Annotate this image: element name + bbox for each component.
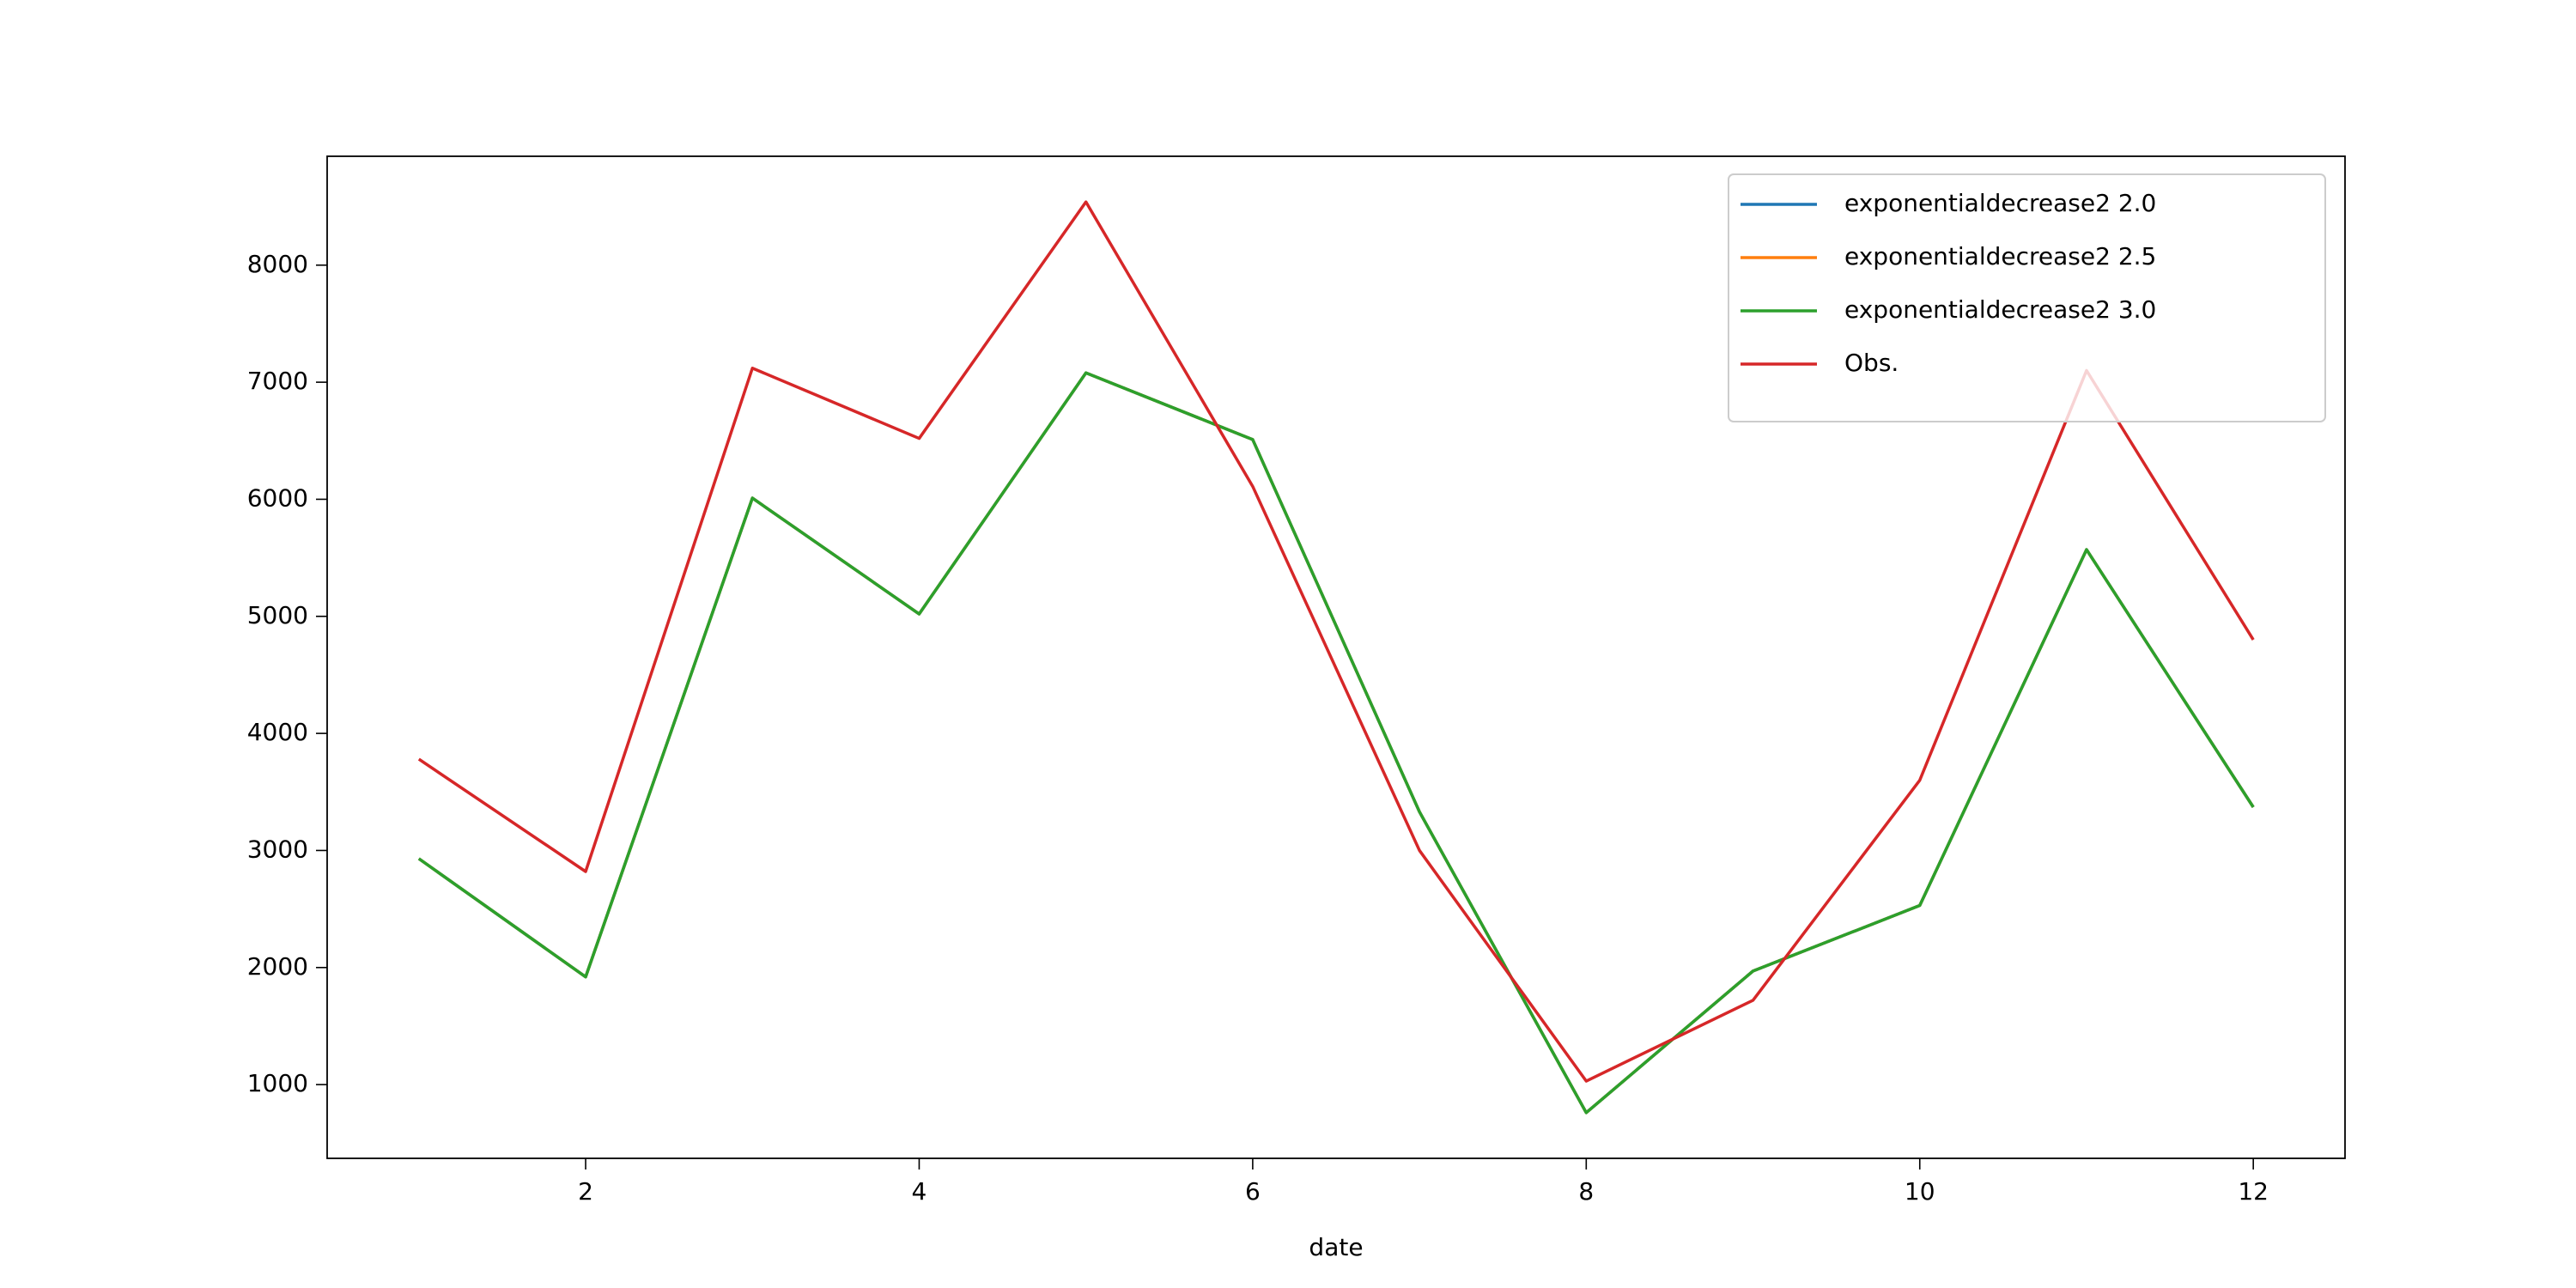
legend-label: exponentialdecrease2 3.0 (1844, 295, 2156, 324)
y-tick-label: 4000 (247, 718, 308, 746)
y-tick-label: 1000 (247, 1069, 308, 1097)
legend-label: exponentialdecrease2 2.5 (1844, 242, 2156, 270)
x-tick-label: 12 (2238, 1177, 2269, 1206)
legend-label: Obs. (1844, 349, 1899, 377)
legend-label: exponentialdecrease2 2.0 (1844, 189, 2156, 217)
series-line (417, 371, 2255, 1115)
x-tick-label: 4 (912, 1177, 927, 1206)
y-tick-label: 8000 (247, 250, 308, 278)
x-tick-label: 2 (578, 1177, 593, 1206)
x-tick-label: 6 (1245, 1177, 1261, 1206)
x-tick-label: 8 (1578, 1177, 1594, 1206)
plot-frame (326, 155, 2346, 1159)
y-tick-label: 2000 (247, 952, 308, 981)
y-tick-label: 6000 (247, 483, 308, 512)
legend-box (1728, 173, 2326, 422)
x-axis-label: date (1309, 1233, 1363, 1261)
y-tick-label: 7000 (247, 367, 308, 395)
series-line (417, 200, 2255, 1083)
x-tick-label: 10 (1905, 1177, 1935, 1206)
y-tick-label: 3000 (247, 835, 308, 863)
y-tick-label: 5000 (247, 601, 308, 629)
